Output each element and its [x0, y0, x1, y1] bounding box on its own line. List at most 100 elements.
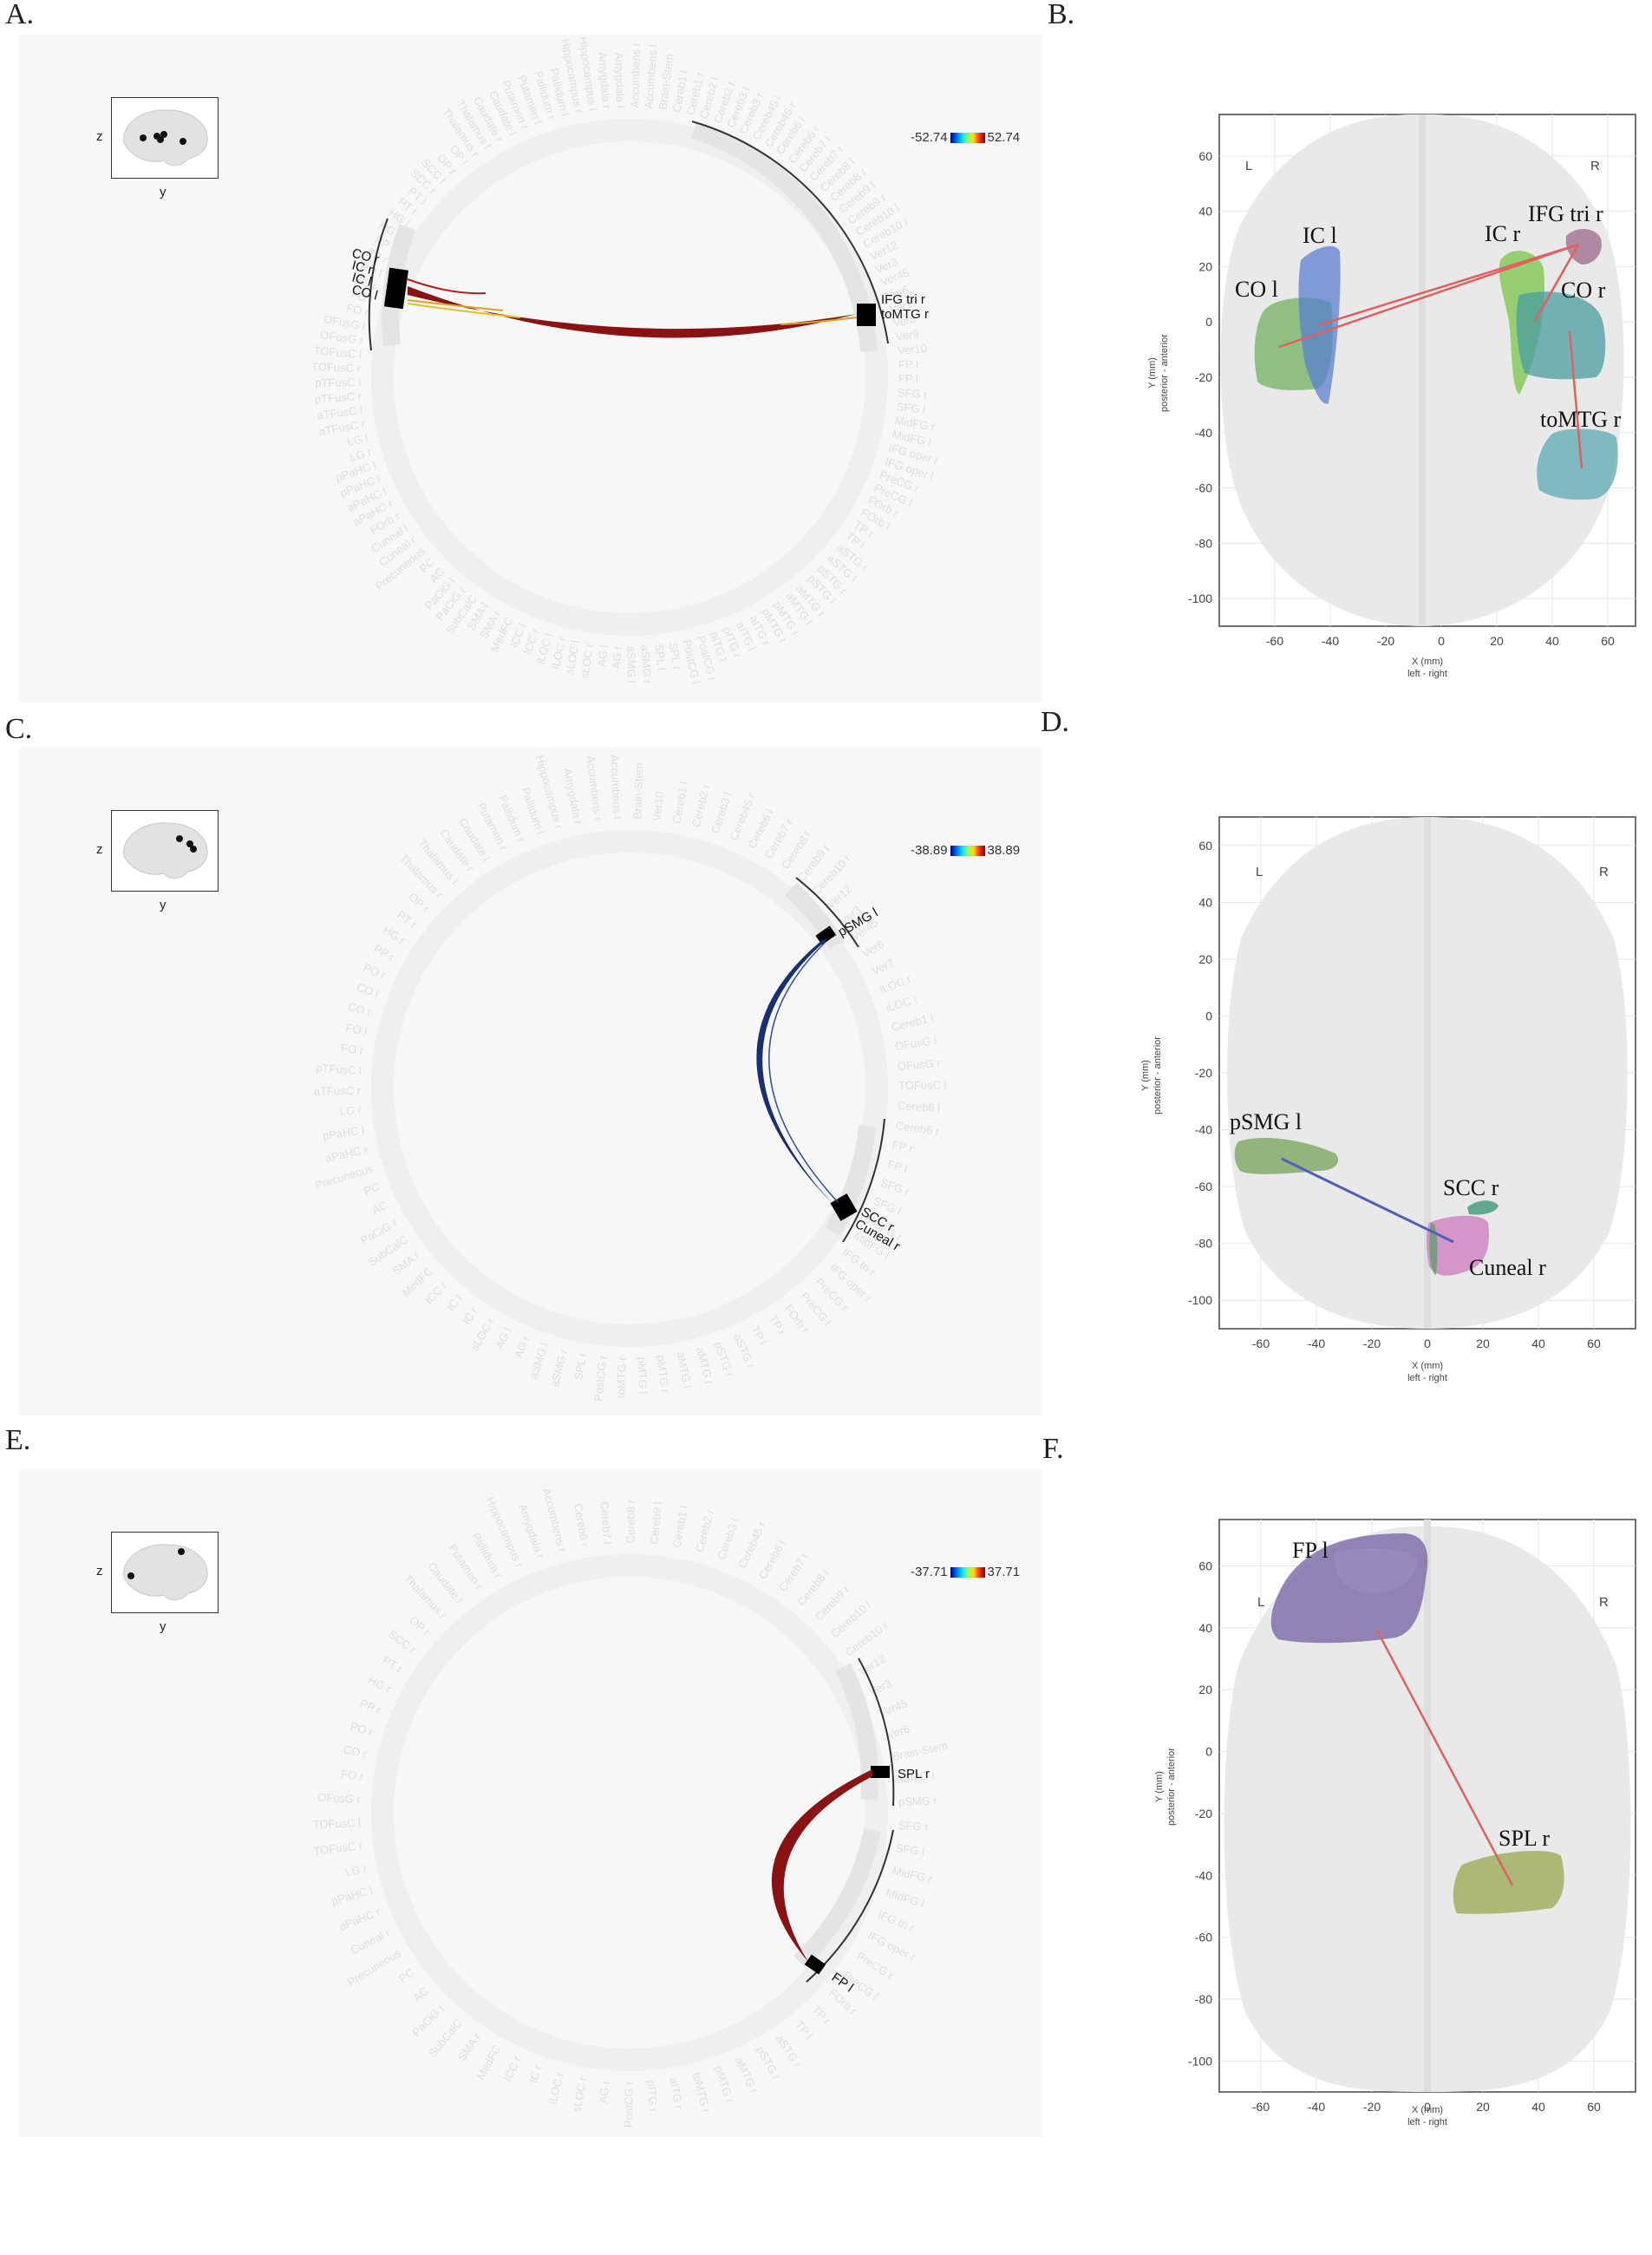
colorbar-max: 38.89: [987, 843, 1021, 858]
brain-sagittal-icon: [123, 822, 208, 879]
region-spl-r: [1453, 1851, 1564, 1914]
x-tick-label: -20: [1377, 634, 1394, 648]
colorbar-a: -52.74 52.74: [911, 130, 1020, 145]
y-tick-label: 0: [1205, 1009, 1212, 1023]
brain-map-b: IFG tri r IC l IC r CO l CO r toMTG r L …: [1147, 114, 1636, 679]
colorbar-gradient: [950, 845, 985, 856]
inset-z-label: z: [96, 842, 103, 857]
inset-z-label: z: [96, 129, 103, 144]
glass-brain-inset-c: z y: [96, 810, 219, 912]
x-tick-label: 0: [1424, 2100, 1431, 2114]
y-tick-label: -80: [1195, 1237, 1212, 1251]
sector-upper: [785, 882, 845, 951]
x-tick-label: -60: [1252, 2100, 1270, 2114]
panel-label-e: E.: [5, 1424, 31, 1456]
node-label-ic-l: IC l: [350, 270, 373, 289]
sector-upper-bracket: [795, 877, 859, 948]
brain-sagittal-icon: [123, 109, 208, 167]
link-thin: [768, 941, 839, 1203]
y-axis-label: Y (mm): [1154, 1771, 1165, 1802]
x-tick-label: 60: [1601, 634, 1615, 648]
y-tick-label: -100: [1188, 2054, 1212, 2068]
y-tick-label: -20: [1195, 370, 1212, 384]
x-axis-label: X (mm): [1412, 1361, 1443, 1371]
connection-line: [1281, 1157, 1454, 1244]
y-tick-label: -40: [1195, 426, 1212, 440]
x-tick-label: -60: [1252, 1337, 1270, 1350]
node-block-psmg: [815, 925, 837, 945]
panel-label-b: B.: [1048, 0, 1075, 30]
y-tick-label: -20: [1195, 1807, 1212, 1820]
y-axis-label-sub: posterior - anterior: [1159, 334, 1170, 412]
x-tick-label: -40: [1322, 634, 1339, 648]
colorbar-gradient: [950, 132, 985, 143]
connection-lines: [1278, 243, 1583, 469]
y-tick-label: -100: [1188, 1293, 1212, 1307]
x-tick-label: -60: [1266, 634, 1283, 648]
panel-label-a: A.: [5, 0, 35, 30]
inset-z-label: z: [96, 1564, 103, 1578]
y-tick-label: -40: [1195, 1868, 1212, 1882]
node-label-spl-r: SPL r: [898, 1767, 930, 1781]
y-tick-label: -80: [1195, 536, 1212, 550]
colorbar-gradient: [950, 1566, 985, 1578]
y-tick-label: 20: [1198, 1683, 1212, 1696]
brain-map-f: FP l SPL r L R -60 -40 -20 0 20 40 60 60 40 20 0 -2…: [1154, 1519, 1636, 2128]
x-tick-label: 20: [1476, 1337, 1490, 1350]
sector-left-bracket: [368, 218, 389, 351]
ghost-ring: [371, 119, 888, 636]
x-tick-label: 0: [1424, 1337, 1431, 1350]
x-tick-label: -20: [1363, 1337, 1381, 1350]
roi-label-ic-r: IC r: [1485, 221, 1521, 246]
connectogram-e: SPL r FP l: [371, 1554, 930, 2071]
x-tick-label: 40: [1531, 1337, 1545, 1350]
ghost-ring: [371, 1554, 888, 2071]
colorbar-min: -38.89: [911, 843, 948, 858]
roi-label-tomtg-r: toMTG r: [1540, 407, 1622, 432]
x-axis-label-sub: left - right: [1407, 1373, 1447, 1383]
x-tick-label: 60: [1587, 1337, 1601, 1350]
node-block-spl: [871, 1766, 890, 1778]
y-axis-label: Y (mm): [1147, 357, 1158, 389]
colorbar-max: 37.71: [987, 1565, 1021, 1579]
sector-upper-bracket: [858, 1657, 895, 1807]
region-fp-l-inner: [1334, 1547, 1418, 1593]
x-tick-label: 60: [1587, 2100, 1601, 2114]
y-axis-label-sub: posterior - anterior: [1166, 1748, 1177, 1826]
hemisphere-right-label: R: [1590, 159, 1600, 173]
hemisphere-left-label: L: [1256, 865, 1263, 879]
x-axis-label: X (mm): [1412, 657, 1443, 667]
x-tick-label: -40: [1308, 1337, 1325, 1350]
x-tick-label: -20: [1363, 2100, 1381, 2114]
connectogram-c: pSMG l SCC r Cuneal r: [371, 830, 903, 1347]
x-tick-label: 40: [1531, 2100, 1545, 2114]
link-thin-2: [407, 299, 504, 311]
link-main: [771, 1769, 872, 1962]
y-tick-label: 60: [1198, 839, 1212, 853]
x-tick-label: -40: [1308, 2100, 1325, 2114]
brain-sagittal-icon: [123, 1544, 208, 1601]
link-thin-1: [407, 278, 486, 295]
ghost-ring: [371, 830, 888, 1347]
node-block-right: [857, 304, 876, 326]
y-axis-label: Y (mm): [1140, 1060, 1151, 1091]
roi-label-psmg-l: pSMG l: [1230, 1109, 1302, 1134]
y-tick-label: 0: [1205, 315, 1212, 329]
roi-label-co-r: CO r: [1561, 278, 1606, 303]
y-tick-label: -60: [1195, 481, 1212, 495]
x-tick-label: 20: [1490, 634, 1504, 648]
sector-top-bracket: [691, 121, 889, 344]
roi-label-ic-l: IC l: [1303, 223, 1337, 248]
colorbar-min: -37.71: [911, 1565, 948, 1579]
inset-y-label: y: [160, 1619, 167, 1634]
sector-lower-bracket: [842, 1118, 885, 1243]
x-axis-label-sub: left - right: [1407, 2117, 1447, 2128]
link-thin-3: [407, 303, 521, 318]
y-tick-label: -60: [1195, 1931, 1212, 1945]
roi-label-cuneal-r: Cuneal r: [1469, 1255, 1546, 1280]
colorbar-e: -37.71 37.71: [911, 1565, 1020, 1579]
y-tick-label: -20: [1195, 1066, 1212, 1080]
colorbar-min: -52.74: [911, 130, 948, 145]
inset-y-label: y: [160, 898, 167, 912]
y-tick-label: 20: [1198, 952, 1212, 966]
